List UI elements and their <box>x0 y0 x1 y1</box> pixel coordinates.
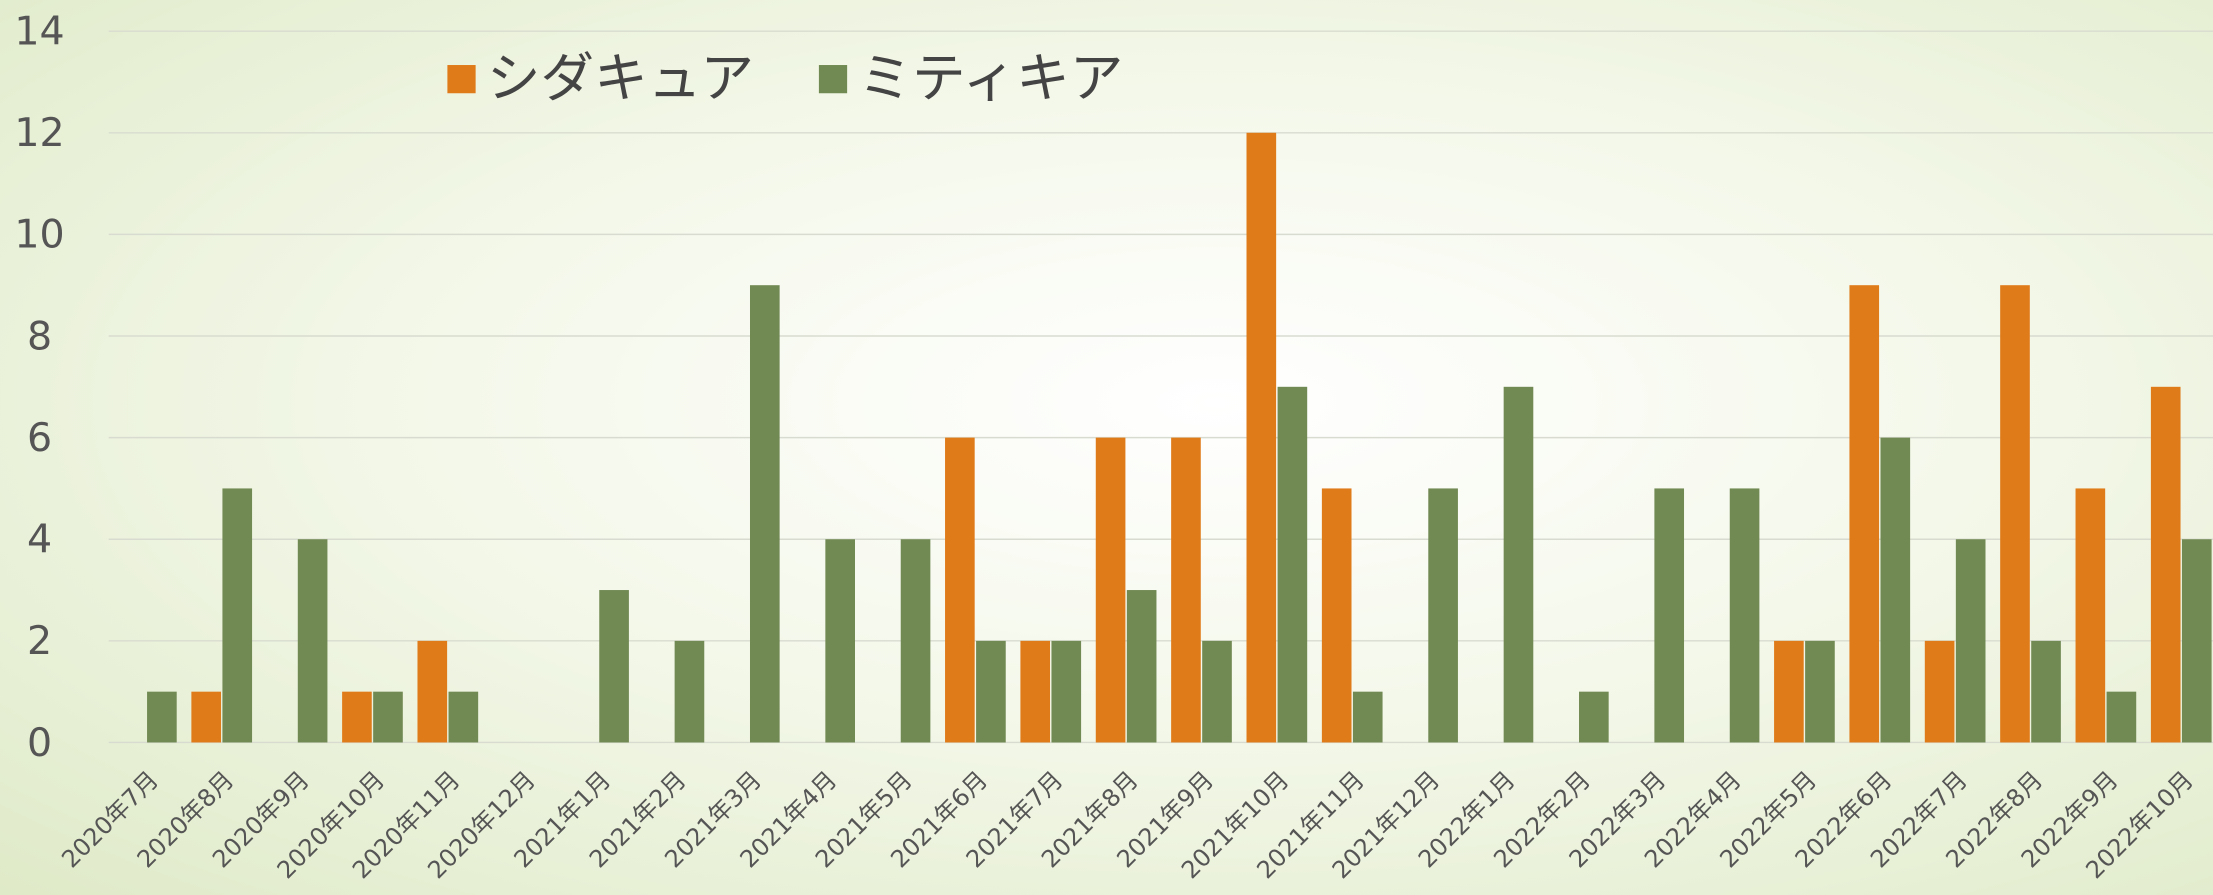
bar <box>2181 539 2212 743</box>
bar <box>1880 437 1911 743</box>
bar <box>976 640 1006 743</box>
bar <box>222 488 253 743</box>
bar <box>2031 640 2061 743</box>
bar <box>147 691 177 743</box>
bar <box>297 539 328 743</box>
bar <box>1579 691 1609 743</box>
y-tick-label: 8 <box>27 313 52 359</box>
bar <box>1352 691 1383 743</box>
y-tick-label: 0 <box>27 720 52 766</box>
bar <box>191 691 222 743</box>
legend-label: シダキュア <box>487 47 754 110</box>
bar <box>2150 386 2181 743</box>
bar <box>1849 285 1880 743</box>
y-tick-label: 4 <box>27 517 52 563</box>
bar <box>2106 691 2137 743</box>
bar <box>1774 640 1804 743</box>
legend-label: ミティキア <box>858 47 1123 110</box>
legend-swatch <box>447 65 476 94</box>
bar <box>1924 640 1955 743</box>
y-tick-label: 10 <box>14 212 64 258</box>
bar <box>373 691 403 743</box>
bar <box>417 640 448 743</box>
bar <box>599 590 629 743</box>
bar <box>1428 488 1458 743</box>
bar <box>2075 488 2106 743</box>
y-tick-label: 2 <box>27 618 52 664</box>
bar <box>1277 386 1308 743</box>
bar <box>2000 285 2030 743</box>
bar <box>1955 539 1986 743</box>
bar <box>342 691 372 743</box>
bar <box>900 539 931 743</box>
bar <box>1051 640 1082 743</box>
bar <box>448 691 479 743</box>
bar <box>1729 488 1760 743</box>
bar <box>945 437 975 743</box>
bar <box>1020 640 1051 743</box>
bar <box>1503 386 1534 743</box>
y-tick-label: 14 <box>14 8 64 54</box>
bar <box>1095 437 1126 743</box>
bar <box>1805 640 1835 743</box>
bar <box>1654 488 1685 743</box>
y-tick-label: 12 <box>14 110 64 156</box>
bar <box>1202 640 1232 743</box>
y-tick-label: 6 <box>27 415 52 461</box>
bar <box>1321 488 1352 743</box>
legend-swatch <box>818 65 848 94</box>
bar <box>1246 132 1277 743</box>
bar <box>825 539 855 743</box>
bar <box>749 285 780 743</box>
bar <box>1126 590 1157 743</box>
bar <box>1171 437 1201 743</box>
bar <box>674 640 705 743</box>
